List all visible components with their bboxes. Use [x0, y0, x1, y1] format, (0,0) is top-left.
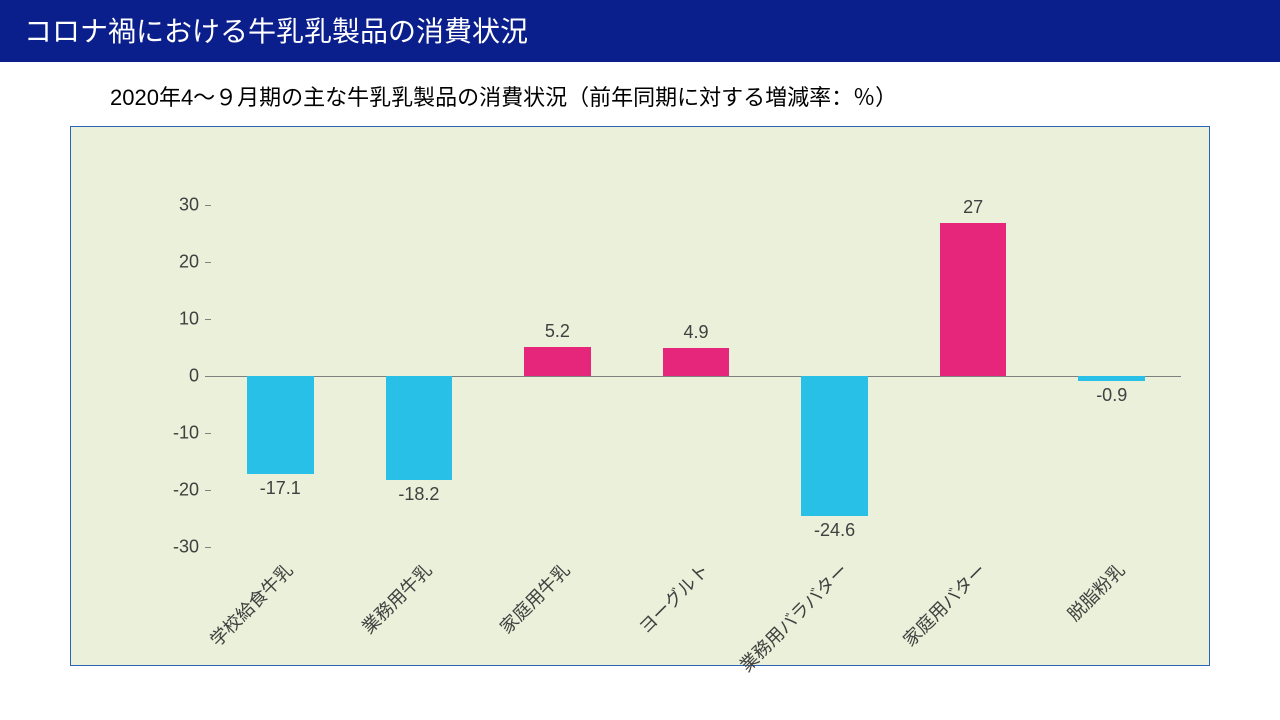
bar [1078, 376, 1145, 381]
zero-line [211, 376, 1181, 377]
x-axis-label: 家庭用牛乳 [494, 557, 576, 639]
bar-value-label: 27 [963, 197, 983, 218]
bar [940, 223, 1007, 377]
bar [386, 376, 453, 480]
bar [524, 347, 591, 377]
x-axis-label: ヨーグルト [632, 557, 714, 639]
chart-area: -30-20-100102030-17.1学校給食牛乳-18.2業務用牛乳5.2… [70, 126, 1210, 666]
subtitle-wrap: 2020年4～９月期の主な牛乳乳製品の消費状況（前年同期に対する増減率：％） [0, 62, 1280, 120]
bar-value-label: 4.9 [683, 322, 708, 343]
bar [247, 376, 314, 473]
bar-value-label: -24.6 [814, 520, 855, 541]
x-axis-label: 脱脂粉乳 [1061, 557, 1130, 626]
bar-value-label: -18.2 [398, 484, 439, 505]
bar-value-label: 5.2 [545, 321, 570, 342]
bar-value-label: -0.9 [1096, 385, 1127, 406]
header-bar: コロナ禍における牛乳乳製品の消費状況 [0, 0, 1280, 62]
bar-value-label: -17.1 [260, 478, 301, 499]
chart-subtitle: 2020年4～９月期の主な牛乳乳製品の消費状況（前年同期に対する増減率：％） [110, 80, 1280, 112]
x-axis-label: 学校給食牛乳 [204, 557, 299, 652]
x-axis-label: 業務用牛乳 [355, 557, 437, 639]
page-title: コロナ禍における牛乳乳製品の消費状況 [24, 10, 1256, 50]
x-axis-label: 家庭用バター [897, 557, 992, 652]
plot-area: -30-20-100102030-17.1学校給食牛乳-18.2業務用牛乳5.2… [211, 177, 1181, 547]
bar [663, 348, 730, 376]
x-axis-label: 業務用バラバター [733, 557, 853, 677]
bar [801, 376, 868, 516]
